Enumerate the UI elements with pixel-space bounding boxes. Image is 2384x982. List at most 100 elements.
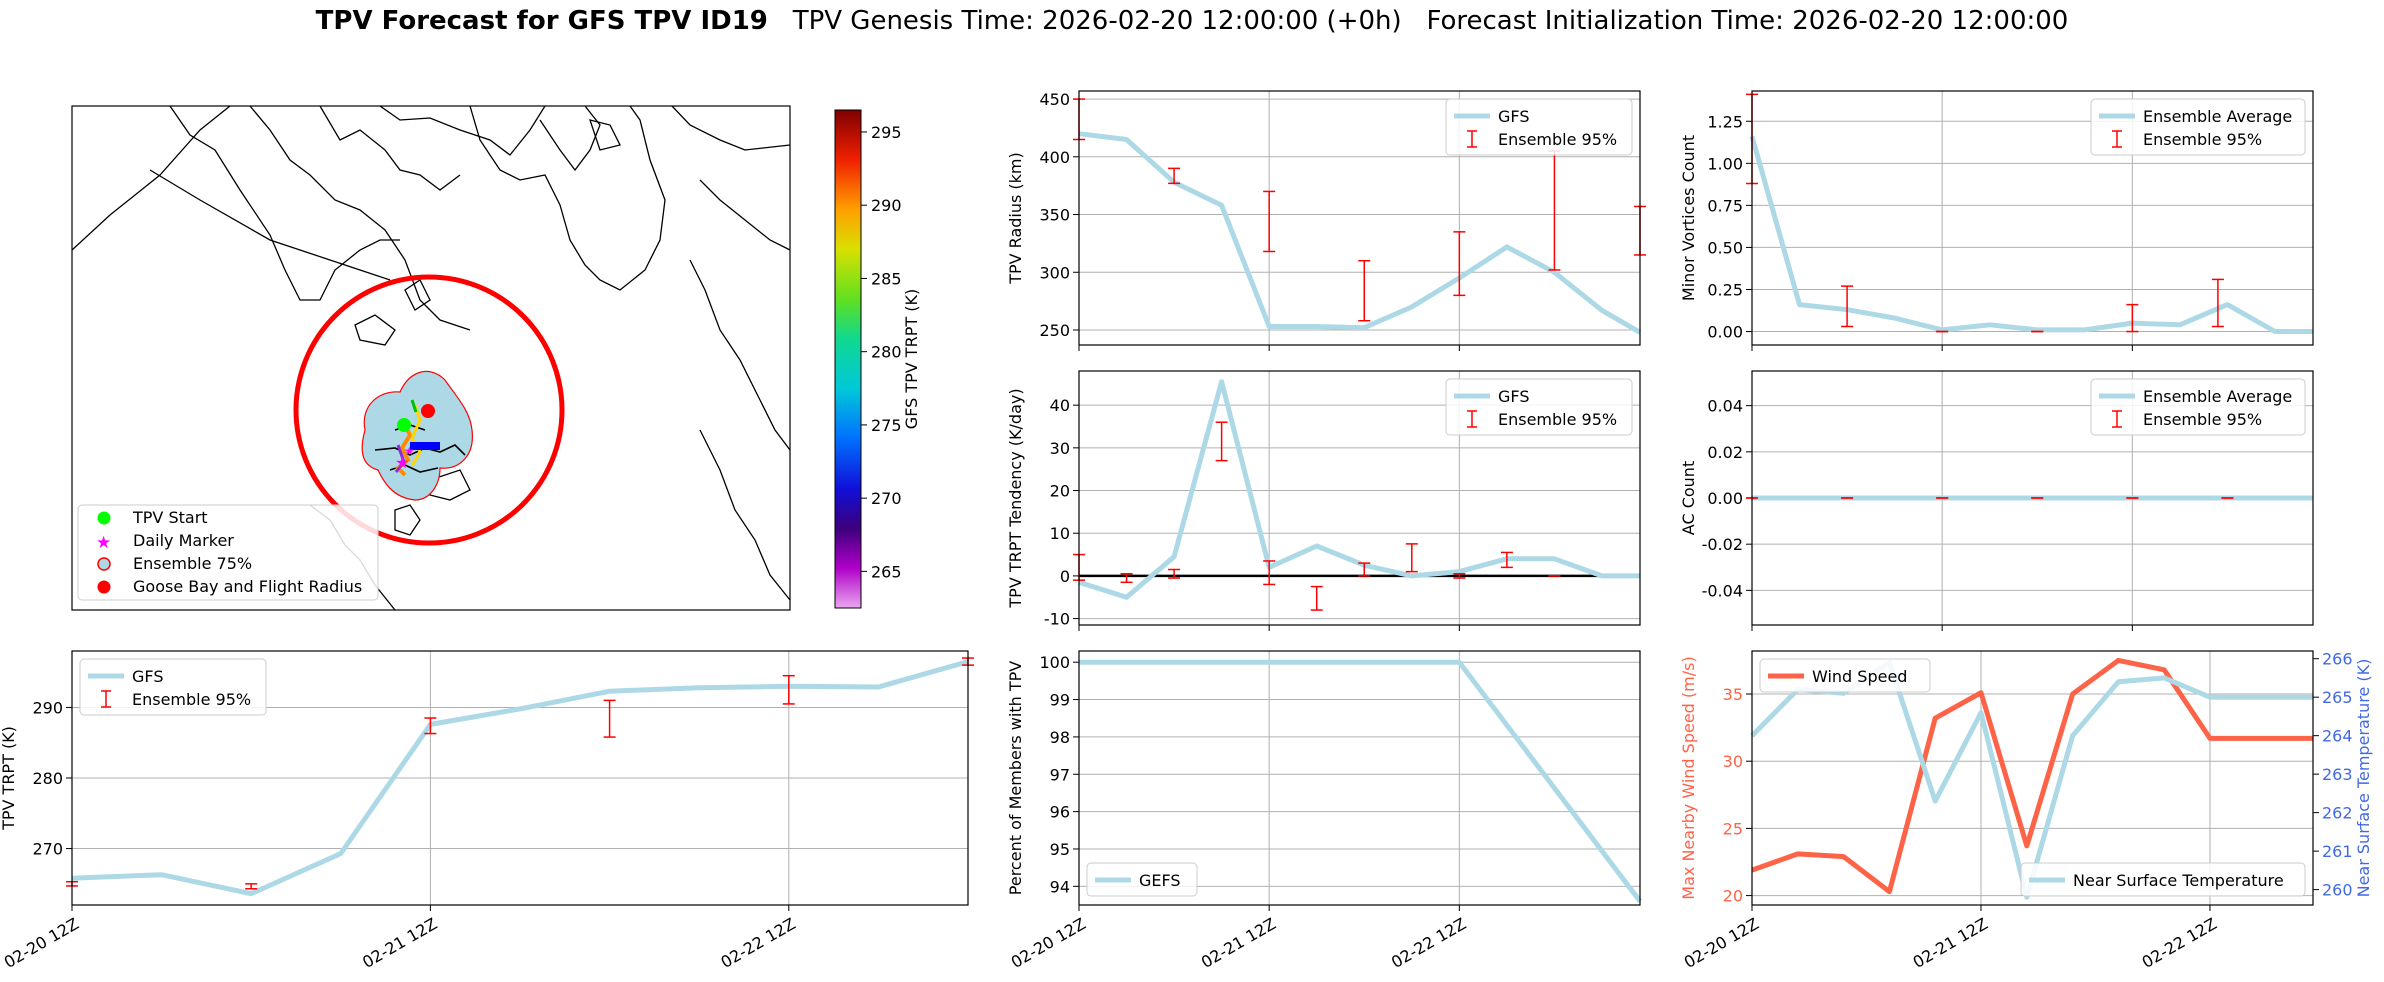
axes-frame [1751,650,2314,906]
y-tick-label: 270 [32,840,63,859]
legend-label: Wind Speed [1812,667,1907,686]
colorbar-tick-label: 270 [871,489,902,508]
y-tick-label: 290 [32,698,63,717]
y2-tick-label: 264 [2322,727,2353,746]
flight-radius-circle [293,274,565,546]
x-tick-label: 02-21 12Z [1198,914,1279,972]
axes-frame [1751,370,2314,626]
y-tick-label: 20 [1723,887,1743,906]
colorbar-ticks: 265 270 275 280 285 290 295 [861,123,902,581]
y2-tick-label: 266 [2322,650,2353,669]
legend-label: Ensemble Average [2143,107,2292,126]
y-tick-label: 98 [1050,728,1070,747]
legend-label: Ensemble 95% [1498,130,1617,149]
y-axis-label: Percent of Members with TPV [1006,661,1025,895]
y-tick-label: -0.02 [1702,535,1743,554]
series-line-near-surface-temperature [1750,660,2313,900]
series-line-ensemble-average [1749,135,2313,334]
y-tick-label: 40 [1050,396,1070,415]
colorbar-tick-label: 295 [871,123,902,142]
map-panel: ★ ★ TPV Start ★ Daily Marker Ensemble 75… [71,105,921,611]
y-tick-label: 96 [1050,803,1070,822]
wind-temperature-panel: 20 25 30 35 02-20 12Z 02-21 12Z 02-22 12Z Max N… [1679,650,2373,972]
y2-tick-label: 265 [2322,688,2353,707]
y-tick-label: 280 [32,769,63,788]
figure-title-bold: TPV Forecast for GFS TPV ID19 [315,6,768,36]
legend-label: GEFS [1139,871,1181,890]
y-tick-label: 95 [1050,840,1070,859]
legend-frame [2020,862,2306,897]
y-axis-label: AC Count [1679,461,1698,535]
y-tick-label: 0.50 [1707,238,1743,257]
minor-vortices-panel: 0.00 0.25 0.50 0.75 1.00 1.25 Minor Vortices C… [1679,90,2314,351]
legend-label: Ensemble Average [2143,387,2292,406]
y-tick-label: 350 [1039,206,1070,225]
legend-label: Near Surface Temperature [2073,871,2284,890]
goose-bay-marker [421,404,435,418]
y-tick-label: 0.00 [1707,323,1743,342]
legend-start: TPV Start [132,508,208,527]
map-legend: TPV Start ★ Daily Marker Ensemble 75% Go… [77,504,379,601]
y2-tick-label: 261 [2322,842,2353,861]
legend-frame [2090,378,2306,436]
colorbar-label: GFS TPV TRPT (K) [902,289,921,429]
legend-goose: Goose Bay and Flight Radius [133,577,362,596]
members-panel: 94 95 96 97 98 99 100 02-20 12Z 02-21 12Z 02-22 1… [1006,650,1642,972]
tpv-track [394,399,440,477]
axes-frame [1078,370,1641,626]
legend-daily: Daily Marker [133,531,234,550]
legend-ensemble-icon [97,557,111,571]
legend-label: GFS [1498,387,1529,406]
legend-frame [79,658,267,716]
legend-frame [2090,98,2306,156]
colorbar-tick-label: 280 [871,343,902,362]
y2-tick-label: 263 [2322,765,2353,784]
legend-frame [1445,98,1633,156]
colorbar-gradient [834,109,862,609]
colorbar-tick-label: 290 [871,196,902,215]
y-tick-label: -10 [1044,610,1070,629]
tendency-panel: -10 0 10 20 30 40 TPV TRPT Tendency (K/day) GFS… [1006,370,1641,631]
legend-frame [1445,378,1633,436]
x-tick-label: 02-20 12Z [1008,914,1089,972]
legend-label: GFS [132,667,163,686]
y-tick-label: 25 [1723,819,1743,838]
series-line-gfs [71,659,969,897]
y-axis-label: TPV Radius (km) [1006,152,1025,285]
y-tick-label: 30 [1050,439,1070,458]
y-tick-label: 0 [1060,567,1070,586]
legend-label: Ensemble 95% [2143,130,2262,149]
y-tick-label: 99 [1050,691,1070,710]
legend-goose-icon [97,580,111,594]
tpv-start-marker [397,418,411,432]
radius-panel: 250 300 350 400 450 TPV Radius (km) GFS Ensembl… [1006,90,1646,351]
daily-marker-star: ★ [395,453,409,472]
y-axis-label: TPV TRPT (K) [0,726,18,831]
y-axis-label: Minor Vortices Count [1679,135,1698,301]
x-tick-label: 02-20 12Z [1681,914,1762,972]
legend-label: Ensemble 95% [2143,410,2262,429]
colorbar-tick-label: 265 [871,562,902,581]
y-tick-label: 1.25 [1707,112,1743,131]
axes-frame [71,650,969,906]
y2-axis-label: Near Surface Temperature (K) [2354,659,2373,898]
y-tick-label: 20 [1050,482,1070,501]
x-tick-label: 02-22 12Z [1388,914,1469,972]
legend-star-icon: ★ [96,533,111,553]
y-tick-label: 0.04 [1707,397,1743,416]
y-axis-label: Max Nearby Wind Speed (m/s) [1679,656,1698,899]
y2-tick-label: 262 [2322,804,2353,823]
legend-ensemble: Ensemble 75% [133,554,252,573]
legend-label: Ensemble 95% [1498,410,1617,429]
y-tick-label: 100 [1039,653,1070,672]
trpt-panel: 270 280 290 02-20 12Z 02-21 12Z 02-22 12Z TPV … [0,650,974,972]
figure-title: TPV Forecast for GFS TPV ID19 TPV Genesi… [0,6,2384,36]
legend-label: Ensemble 95% [132,690,251,709]
ac-count-panel: -0.04 -0.02 0.00 0.02 0.04 AC Count Ensemble A… [1679,370,2314,631]
y-tick-label: 450 [1039,90,1070,109]
x-tick-label: 02-22 12Z [718,914,799,972]
y2-tick-label: 260 [2322,881,2353,900]
legend-start-icon [97,511,111,525]
y-tick-label: 0.75 [1707,196,1743,215]
